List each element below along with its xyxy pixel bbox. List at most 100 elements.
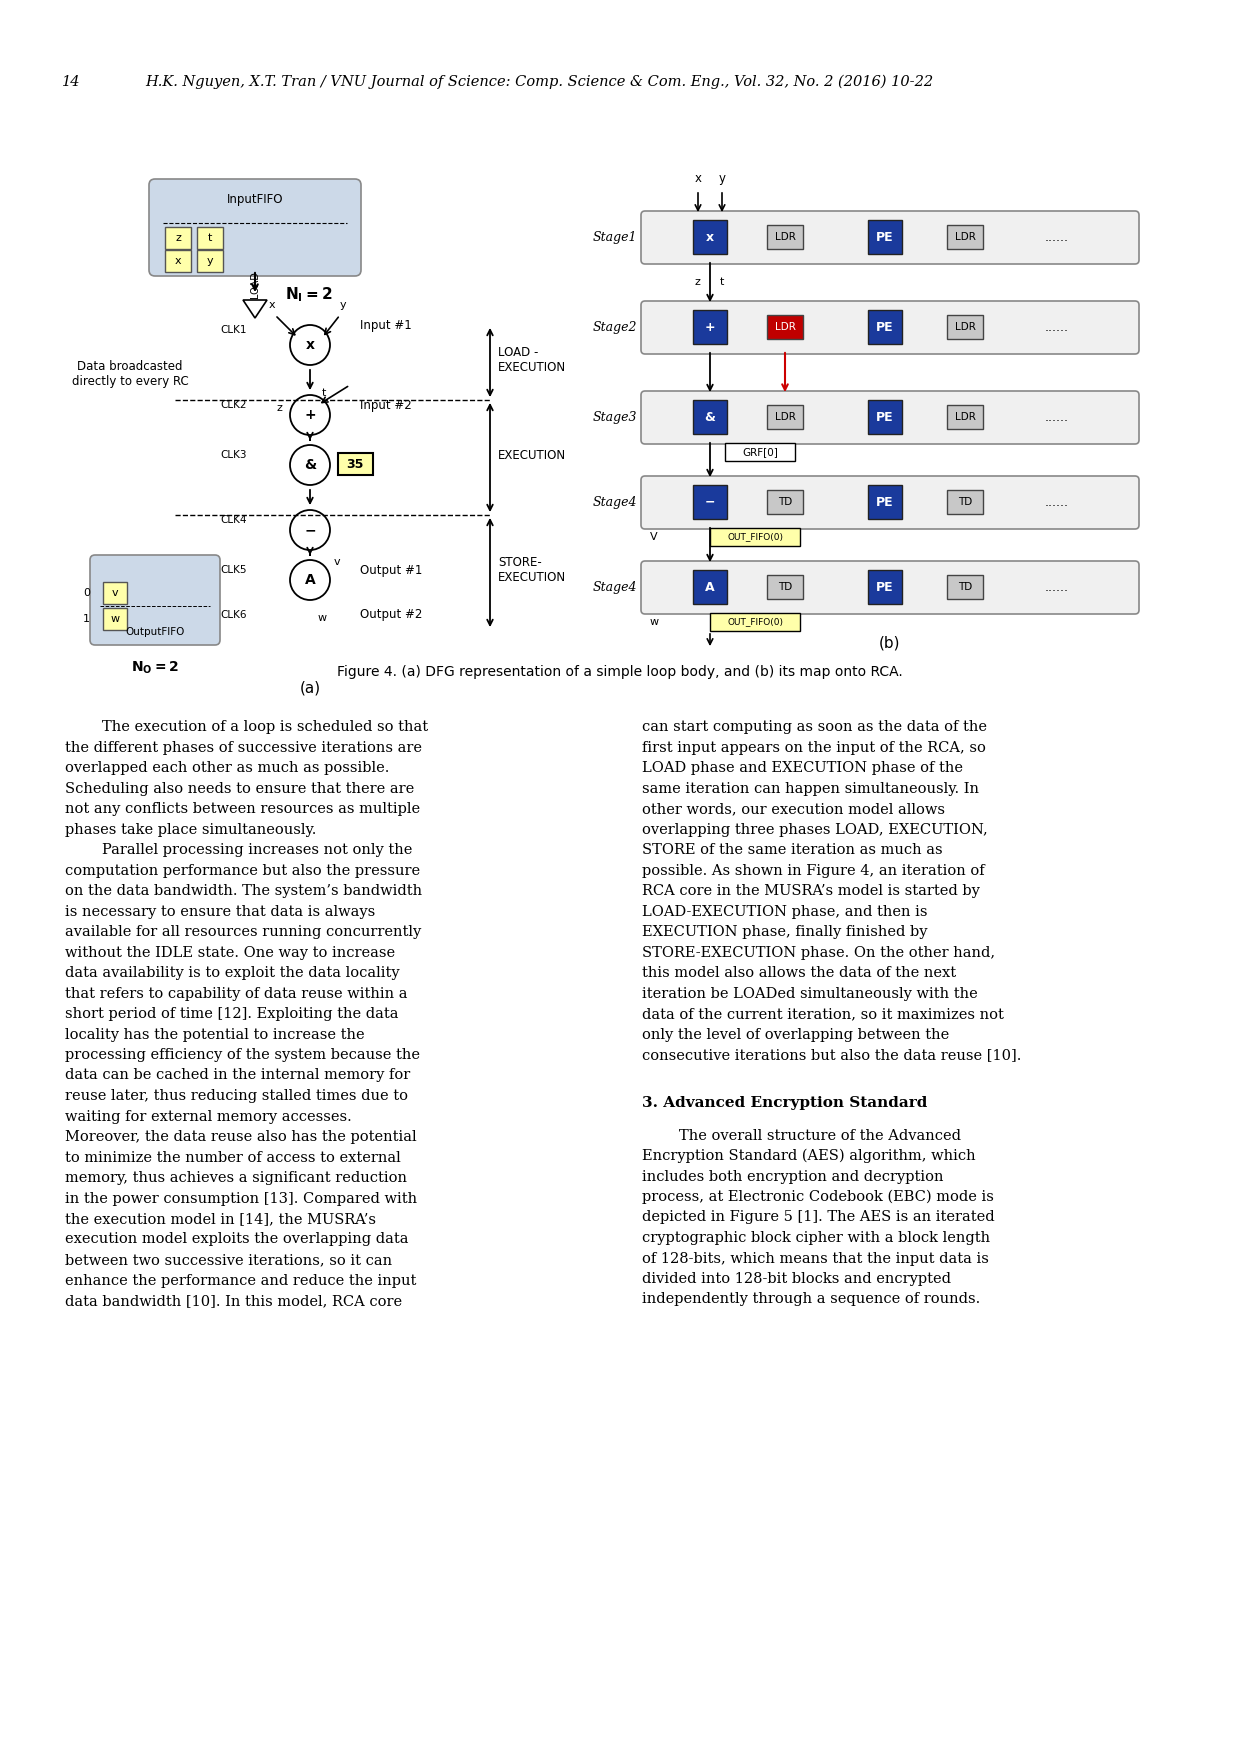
Text: Data broadcasted
directly to every RC: Data broadcasted directly to every RC xyxy=(72,359,188,387)
Text: data bandwidth [10]. In this model, RCA core: data bandwidth [10]. In this model, RCA … xyxy=(64,1294,402,1308)
FancyBboxPatch shape xyxy=(711,614,800,631)
Text: between two successive iterations, so it can: between two successive iterations, so it… xyxy=(64,1253,392,1267)
FancyBboxPatch shape xyxy=(768,405,804,429)
FancyBboxPatch shape xyxy=(947,405,983,429)
Text: available for all resources running concurrently: available for all resources running conc… xyxy=(64,926,422,940)
Text: (a): (a) xyxy=(299,680,321,694)
FancyBboxPatch shape xyxy=(197,251,223,272)
Text: 1: 1 xyxy=(83,614,91,624)
Text: Moreover, the data reuse also has the potential: Moreover, the data reuse also has the po… xyxy=(64,1131,417,1145)
Text: v: v xyxy=(112,587,118,598)
Text: Figure 4. (a) DFG representation of a simple loop body, and (b) its map onto RCA: Figure 4. (a) DFG representation of a si… xyxy=(337,664,903,678)
Text: data availability is to exploit the data locality: data availability is to exploit the data… xyxy=(64,966,399,980)
Text: y: y xyxy=(340,300,346,310)
Circle shape xyxy=(290,559,330,600)
Text: Stage3: Stage3 xyxy=(593,410,637,424)
Text: w: w xyxy=(650,617,660,628)
FancyBboxPatch shape xyxy=(868,219,901,254)
Text: process, at Electronic Codebook (EBC) mode is: process, at Electronic Codebook (EBC) mo… xyxy=(642,1190,994,1204)
FancyBboxPatch shape xyxy=(693,400,727,435)
FancyBboxPatch shape xyxy=(641,302,1140,354)
FancyBboxPatch shape xyxy=(868,400,901,435)
Text: Input #1: Input #1 xyxy=(360,319,412,331)
Text: $\mathbf{N_I = 2}$: $\mathbf{N_I = 2}$ xyxy=(285,286,332,305)
Text: Output #2: Output #2 xyxy=(360,608,423,621)
Text: LDR: LDR xyxy=(775,412,795,422)
Circle shape xyxy=(290,510,330,550)
Text: x: x xyxy=(305,338,315,352)
FancyBboxPatch shape xyxy=(768,316,804,338)
Text: of 128-bits, which means that the input data is: of 128-bits, which means that the input … xyxy=(642,1252,988,1266)
Text: cryptographic block cipher with a block length: cryptographic block cipher with a block … xyxy=(642,1231,990,1245)
FancyBboxPatch shape xyxy=(103,582,126,605)
FancyBboxPatch shape xyxy=(165,226,191,249)
Text: InputFIFO: InputFIFO xyxy=(227,193,283,205)
FancyBboxPatch shape xyxy=(947,224,983,249)
Text: not any conflicts between resources as multiple: not any conflicts between resources as m… xyxy=(64,803,420,815)
Text: ......: ...... xyxy=(1045,230,1069,244)
Text: Encryption Standard (AES) algorithm, which: Encryption Standard (AES) algorithm, whi… xyxy=(642,1148,976,1164)
Polygon shape xyxy=(243,300,267,317)
FancyBboxPatch shape xyxy=(103,608,126,629)
Text: ......: ...... xyxy=(1045,410,1069,424)
FancyBboxPatch shape xyxy=(693,486,727,519)
Text: V: V xyxy=(650,531,657,542)
Text: this model also allows the data of the next: this model also allows the data of the n… xyxy=(642,966,956,980)
Text: (b): (b) xyxy=(879,635,900,650)
Text: x: x xyxy=(175,256,181,266)
Text: z: z xyxy=(175,233,181,244)
Text: Output #1: Output #1 xyxy=(360,563,423,577)
Text: x: x xyxy=(706,230,714,244)
Text: ......: ...... xyxy=(1045,496,1069,508)
Text: LOAD phase and EXECUTION phase of the: LOAD phase and EXECUTION phase of the xyxy=(642,761,963,775)
FancyBboxPatch shape xyxy=(768,224,804,249)
Text: Stage4: Stage4 xyxy=(593,580,637,594)
Text: PE: PE xyxy=(877,410,894,424)
Text: The execution of a loop is scheduled so that: The execution of a loop is scheduled so … xyxy=(64,720,428,735)
Text: data of the current iteration, so it maximizes not: data of the current iteration, so it max… xyxy=(642,1006,1004,1020)
Text: 0: 0 xyxy=(83,587,91,598)
FancyBboxPatch shape xyxy=(768,491,804,514)
FancyBboxPatch shape xyxy=(339,452,373,475)
Text: RCA core in the MUSRA’s model is started by: RCA core in the MUSRA’s model is started… xyxy=(642,884,980,898)
Text: CLK6: CLK6 xyxy=(219,610,247,621)
Text: possible. As shown in Figure 4, an iteration of: possible. As shown in Figure 4, an itera… xyxy=(642,864,985,878)
Text: LDR: LDR xyxy=(955,323,976,331)
Text: w: w xyxy=(110,614,119,624)
Text: STORE-
EXECUTION: STORE- EXECUTION xyxy=(498,556,567,584)
Text: without the IDLE state. One way to increase: without the IDLE state. One way to incre… xyxy=(64,945,396,959)
Text: Stage1: Stage1 xyxy=(593,230,637,244)
Text: overlapped each other as much as possible.: overlapped each other as much as possibl… xyxy=(64,761,389,775)
Text: other words, our execution model allows: other words, our execution model allows xyxy=(642,803,945,815)
Text: LOAD -
EXECUTION: LOAD - EXECUTION xyxy=(498,345,567,373)
Text: CLK2: CLK2 xyxy=(219,400,247,410)
Text: LDR: LDR xyxy=(955,412,976,422)
Text: A: A xyxy=(706,580,714,594)
Text: x: x xyxy=(694,172,702,186)
Text: is necessary to ensure that data is always: is necessary to ensure that data is alwa… xyxy=(64,905,376,919)
Text: enhance the performance and reduce the input: enhance the performance and reduce the i… xyxy=(64,1273,417,1287)
Text: t: t xyxy=(720,277,724,287)
FancyBboxPatch shape xyxy=(947,575,983,600)
Text: w: w xyxy=(317,614,327,622)
Text: PE: PE xyxy=(877,321,894,333)
Text: divided into 128-bit blocks and encrypted: divided into 128-bit blocks and encrypte… xyxy=(642,1273,951,1287)
Text: short period of time [12]. Exploiting the data: short period of time [12]. Exploiting th… xyxy=(64,1006,398,1020)
FancyBboxPatch shape xyxy=(149,179,361,275)
Text: locality has the potential to increase the: locality has the potential to increase t… xyxy=(64,1027,365,1041)
Text: in the power consumption [13]. Compared with: in the power consumption [13]. Compared … xyxy=(64,1192,417,1206)
FancyBboxPatch shape xyxy=(947,316,983,338)
Text: CLK3: CLK3 xyxy=(219,451,247,459)
Text: Stage4: Stage4 xyxy=(593,496,637,508)
Text: memory, thus achieves a significant reduction: memory, thus achieves a significant redu… xyxy=(64,1171,407,1185)
Text: execution model exploits the overlapping data: execution model exploits the overlapping… xyxy=(64,1232,408,1246)
Text: Parallel processing increases not only the: Parallel processing increases not only t… xyxy=(64,843,413,857)
Text: OUT_FIFO(0): OUT_FIFO(0) xyxy=(727,533,782,542)
Text: TD: TD xyxy=(777,582,792,593)
FancyBboxPatch shape xyxy=(725,444,795,461)
Text: Input #2: Input #2 xyxy=(360,398,412,412)
FancyBboxPatch shape xyxy=(868,486,901,519)
Text: x: x xyxy=(269,300,275,310)
Text: consecutive iterations but also the data reuse [10].: consecutive iterations but also the data… xyxy=(642,1048,1022,1062)
Text: OutputFIFO: OutputFIFO xyxy=(125,628,185,636)
